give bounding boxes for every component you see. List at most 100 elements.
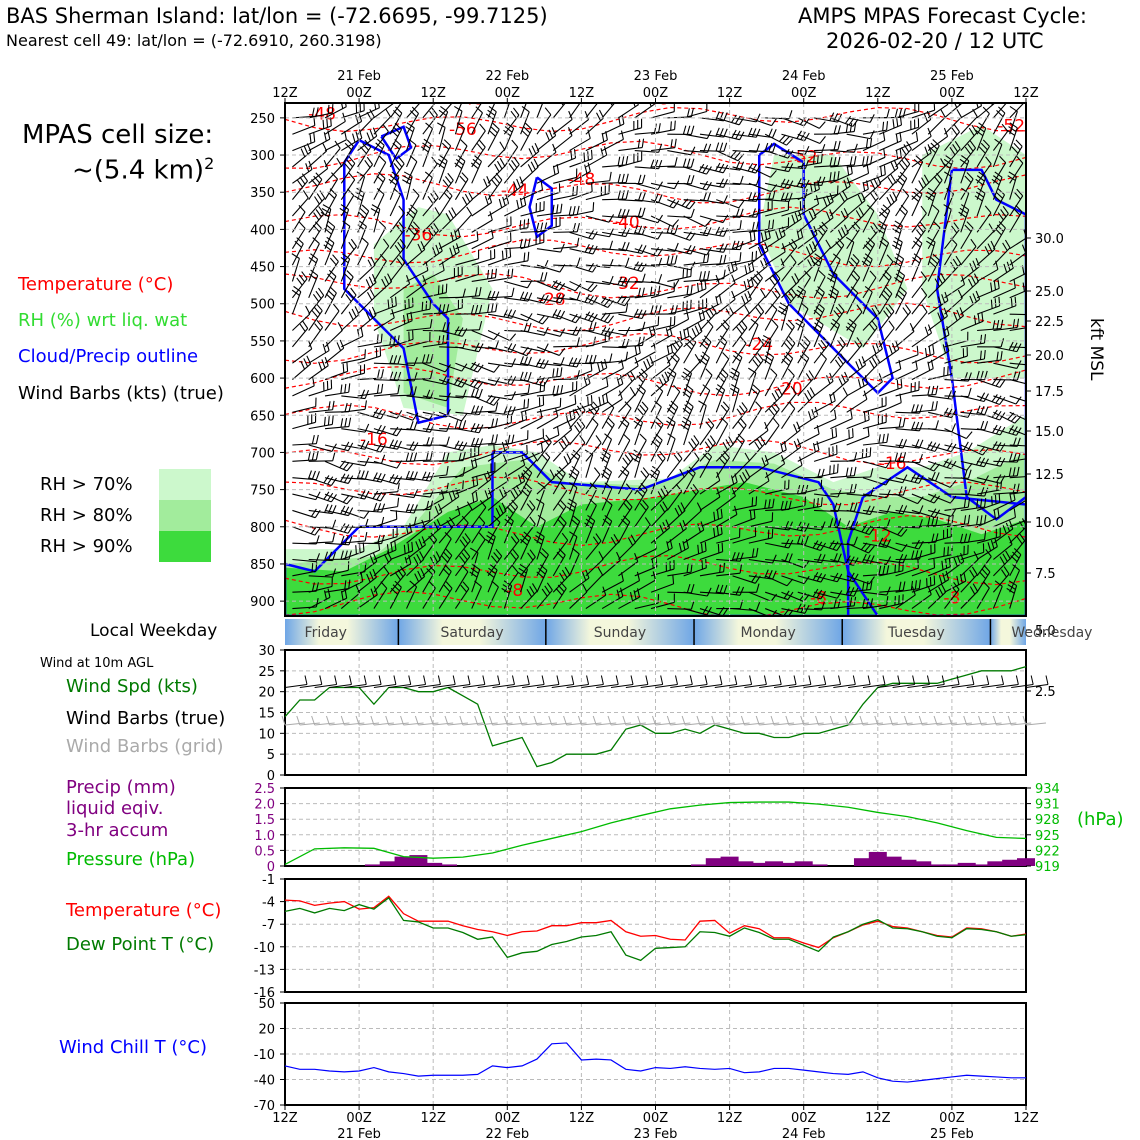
wind-barb	[553, 280, 576, 292]
wind-barb	[423, 138, 432, 145]
wind-barb	[690, 125, 695, 135]
wind-barb	[951, 423, 957, 432]
wind-barb	[983, 530, 987, 540]
wind-barb	[475, 106, 483, 114]
wind-barb	[686, 310, 690, 320]
wind-barb	[797, 285, 806, 292]
wind-barb	[493, 175, 500, 184]
wind-barb	[829, 244, 845, 266]
wind-barb-true	[744, 684, 767, 688]
wind-barb	[895, 368, 918, 381]
wind-barb	[862, 156, 865, 166]
wind-barb	[422, 163, 438, 184]
wind-barb	[595, 435, 602, 444]
wind-barb	[704, 219, 712, 227]
wind-barb	[853, 483, 857, 493]
wind-barb-true	[615, 675, 619, 685]
wind-barb	[523, 322, 528, 332]
wind-barb	[707, 418, 715, 426]
wind-barb	[800, 131, 806, 140]
wind-barb	[590, 284, 598, 293]
wind-barb	[408, 138, 417, 146]
wind-barb	[881, 293, 889, 301]
wind-barb	[571, 465, 580, 473]
wind-barb-grid	[640, 722, 661, 726]
wind-barb	[787, 609, 794, 616]
wind-barb	[1008, 580, 1017, 587]
wind-barb-true	[848, 684, 871, 688]
wind-barb	[510, 490, 516, 500]
wind-barb	[999, 155, 1007, 164]
wind-barb	[393, 162, 400, 171]
wind-barb	[681, 420, 690, 427]
wind-barb	[737, 421, 745, 429]
wind-barb	[1010, 298, 1013, 308]
wind-barb-grid	[489, 715, 493, 726]
wind-barb	[899, 171, 908, 179]
wind-barb	[698, 311, 702, 321]
wind-barb-grid	[596, 722, 617, 726]
wind-barb	[706, 246, 712, 256]
wind-barb-grid	[992, 715, 997, 726]
wind-barb	[768, 408, 776, 417]
wind-barb	[570, 150, 573, 160]
wind-barb	[946, 342, 950, 352]
wind-barb	[327, 273, 335, 281]
wind-barb	[446, 334, 449, 344]
wind-barb	[313, 132, 316, 142]
wind-barb	[535, 535, 544, 541]
wind-barb	[455, 379, 478, 390]
wind-barb	[427, 228, 434, 237]
wind-barb-true	[630, 675, 634, 685]
time-tick-top: 12Z	[272, 86, 298, 101]
wind-barb	[895, 133, 899, 143]
weekday-label: Monday	[740, 625, 795, 641]
wind-barb	[879, 240, 888, 248]
wind-barb	[493, 515, 501, 523]
wind-barb	[748, 480, 770, 495]
wind-barb-true	[511, 675, 515, 685]
wind-barb	[637, 192, 642, 201]
wind-barb	[888, 345, 893, 355]
wind-barb	[1007, 175, 1016, 181]
wind-barb	[464, 193, 471, 203]
wind-barb	[682, 391, 691, 398]
wind-panel-tick-label: 20	[258, 686, 275, 701]
wind-barb	[634, 182, 659, 191]
wind-barb	[1015, 396, 1022, 405]
wind-barb	[862, 598, 866, 608]
wind-barb	[815, 306, 823, 313]
wind-barb	[588, 295, 594, 304]
wind-barb	[667, 215, 692, 218]
wind-barb	[706, 182, 712, 191]
precip-bar	[394, 856, 413, 866]
wind-barb	[398, 156, 405, 165]
wind-barb	[927, 236, 936, 243]
wind-barb	[935, 472, 940, 481]
wind-barb	[686, 469, 694, 477]
wind-barb	[862, 509, 887, 514]
weekday-band	[694, 619, 843, 645]
wind-barb	[408, 228, 416, 236]
wind-barb	[820, 153, 823, 163]
wind-barb	[540, 442, 544, 452]
wind-barb	[796, 421, 801, 431]
wind-barb-grid	[566, 722, 587, 726]
wind-barb	[536, 375, 561, 381]
wind-barb	[847, 322, 855, 329]
wind-barb	[788, 241, 795, 251]
wind-barb	[330, 477, 337, 486]
wind-barb	[596, 112, 602, 121]
wind-barb	[372, 568, 377, 578]
wind-barb	[755, 496, 758, 506]
wind-barb	[406, 527, 426, 544]
wind-barb	[604, 498, 613, 506]
wind-barb	[588, 230, 594, 239]
wind-barb	[486, 571, 495, 578]
wind-barb	[881, 236, 889, 244]
wind-barb	[866, 581, 869, 591]
wind-barb	[365, 279, 371, 288]
wind-barb	[653, 247, 660, 256]
wind-barb	[960, 477, 985, 484]
wind-barb	[781, 464, 803, 479]
